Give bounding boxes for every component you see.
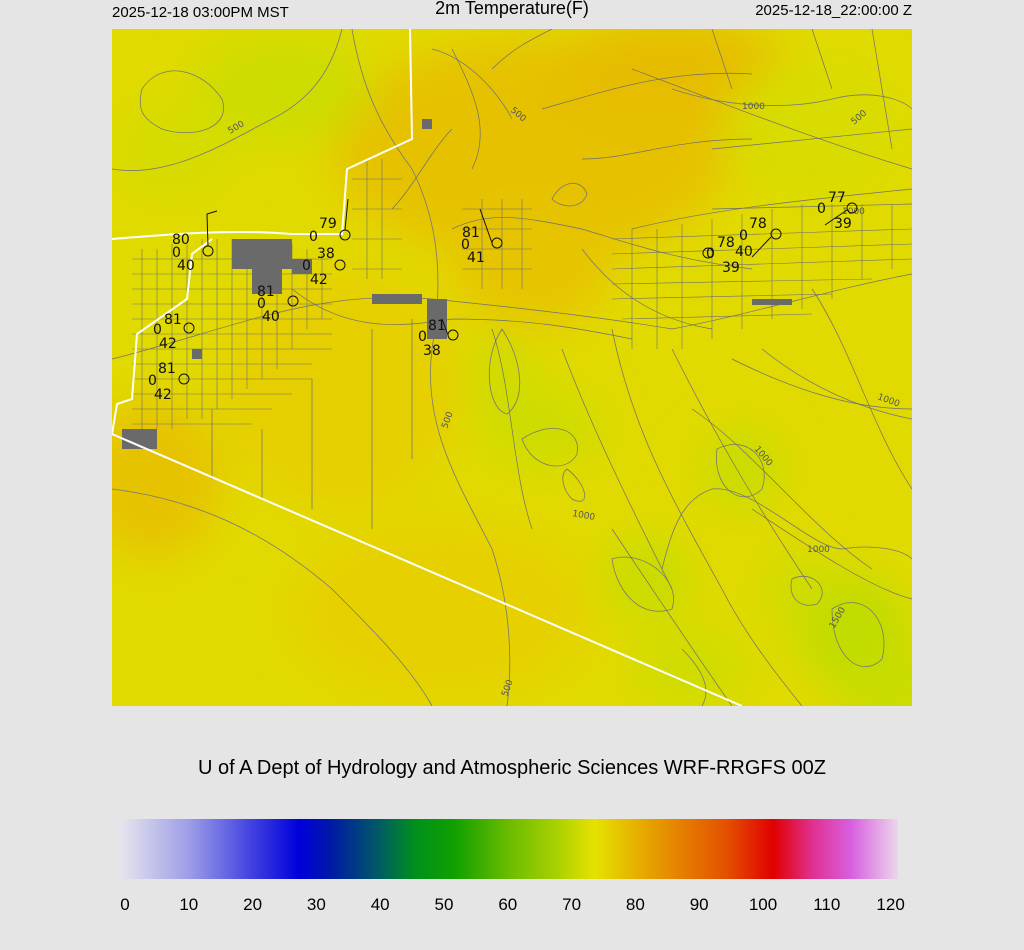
elevation-contours <box>112 29 912 706</box>
colorbar-tick-label: 30 <box>306 895 326 914</box>
colorbar-tick-label: 20 <box>243 895 263 914</box>
station-temp: 80 <box>172 232 190 248</box>
station-wind: 0 <box>309 229 318 245</box>
station-dewpoint: 40 <box>177 258 195 274</box>
station-temp: 81 <box>462 225 480 241</box>
contour-label: 1000 <box>807 545 830 555</box>
station-plot: 81 0 41 <box>461 208 503 266</box>
temperature-colorbar <box>120 819 898 879</box>
station-wind: 0 <box>153 322 162 338</box>
station-wind: 0 <box>706 246 715 262</box>
station-plot: 81 0 42 <box>153 312 195 352</box>
station-wind: 0 <box>739 228 748 244</box>
station-temp: 78 <box>749 216 767 232</box>
station-temp: 81 <box>257 284 275 300</box>
colorbar-tick-label: 70 <box>562 895 582 914</box>
map-title: 2m Temperature(F) <box>435 0 589 18</box>
contour-label: 1000 <box>742 102 765 112</box>
station-dewpoint: 42 <box>159 336 177 352</box>
colorbar-tick-label: 50 <box>434 895 454 914</box>
boundaries <box>112 29 743 706</box>
station-dewpoint: 40 <box>262 309 280 325</box>
station-wind: 0 <box>461 237 470 253</box>
station-plot: 80 0 40 <box>172 210 218 274</box>
station-plot: 77 0 39 <box>817 190 858 232</box>
station-temp: 81 <box>428 318 446 334</box>
colorbar-tick-label: 10 <box>179 895 199 914</box>
colorbar-tick-label: 0 <box>120 895 130 914</box>
station-dewpoint: 40 <box>735 244 753 260</box>
station-plot: 0 42 <box>302 258 346 288</box>
station-dewpoint: 42 <box>154 387 172 403</box>
urban-area-patches <box>122 119 792 449</box>
station-temp: 79 <box>319 216 337 232</box>
road-network <box>112 29 912 706</box>
station-dewpoint: 38 <box>423 343 441 359</box>
station-dewpoint: 38 <box>317 246 335 262</box>
station-dewpoint: 42 <box>310 272 328 288</box>
station-temp: 78 <box>717 235 735 251</box>
station-plot: 81 0 40 <box>257 284 299 325</box>
colorbar-tick-label: 90 <box>689 895 709 914</box>
colorbar-tick-label: 60 <box>498 895 518 914</box>
station-wind: 0 <box>817 201 826 217</box>
station-temp: 81 <box>164 312 182 328</box>
local-time-label: 2025-12-18 03:00PM MST <box>112 4 289 21</box>
station-temp: 81 <box>158 361 176 377</box>
colorbar-tick-label: 120 <box>876 895 905 914</box>
station-temp: 77 <box>828 190 846 206</box>
contour-label: 1000 <box>842 207 865 217</box>
contour-label: 1000 <box>571 509 596 523</box>
station-dewpoint: 39 <box>834 216 852 232</box>
colorbar-tick-label: 40 <box>370 895 390 914</box>
station-wind: 0 <box>418 329 427 345</box>
station-wind: 0 <box>257 296 266 312</box>
station-wind: 0 <box>172 245 181 261</box>
colorbar-tick-label: 80 <box>625 895 645 914</box>
station-dewpoint: 41 <box>467 250 485 266</box>
station-plots: 80 0 40 79 0 38 0 42 81 0 40 81 0 42 <box>148 190 858 403</box>
model-credit: U of A Dept of Hydrology and Atmospheric… <box>197 757 827 779</box>
station-dewpoint: 39 <box>722 260 740 276</box>
station-plot: 78 0 40 <box>735 216 782 260</box>
temperature-map: 500 1000 500 500 500 1000 1000 1000 1500… <box>112 29 912 706</box>
station-plot: 79 0 38 <box>309 198 351 262</box>
valid-time-label: 2025-12-18_22:00:00 Z <box>755 2 912 19</box>
station-plot: 81 0 38 <box>418 318 459 359</box>
station-wind: 0 <box>148 373 157 389</box>
colorbar-tick-label: 110 <box>813 895 841 914</box>
station-plot: 81 0 42 <box>148 361 190 403</box>
station-temp: 0 <box>302 258 311 274</box>
station-plot: 78 0 39 <box>702 235 740 276</box>
colorbar-tick-label: 100 <box>748 895 778 914</box>
